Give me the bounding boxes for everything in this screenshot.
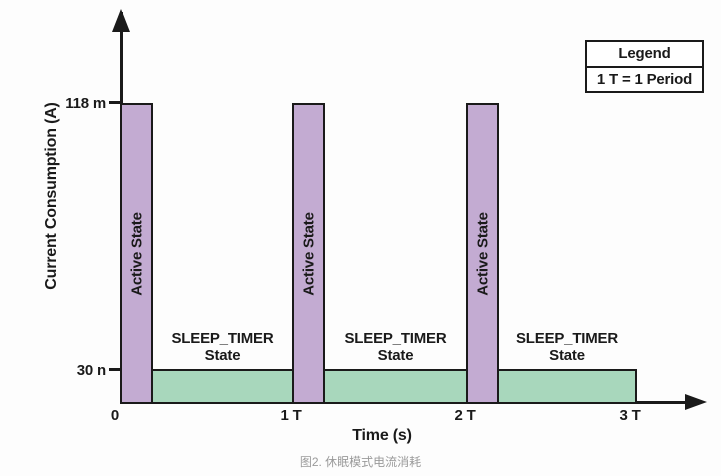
sleep-timer-label-line2: State (377, 347, 414, 364)
sleep-timer-label-line1: SLEEP_TIMER (344, 330, 447, 347)
sleep-timer-label-line2: State (204, 347, 241, 364)
y-axis-title: Current Consumption (A) (43, 102, 60, 290)
y-tick-label-30n: 30 n (76, 362, 106, 379)
sleep-timer-bar-1 (151, 369, 294, 404)
sleep-timer-label-line1: SLEEP_TIMER (516, 330, 618, 347)
legend-box: Legend 1 T = 1 Period (585, 40, 704, 93)
active-state-bar-1: Active State (120, 103, 153, 404)
active-state-bar-label: Active State (128, 211, 145, 296)
sleep-timer-bar-2 (323, 369, 468, 404)
y-tick-label-118m: 118 m (65, 95, 106, 112)
active-state-bar-label: Active State (300, 211, 317, 296)
legend-title: Legend (587, 42, 702, 68)
legend-entry-period: 1 T = 1 Period (596, 71, 693, 88)
x-tick-label-1t: 1 T (280, 407, 302, 424)
x-axis-arrow-icon (685, 394, 707, 410)
sleep-timer-bar-3 (497, 369, 637, 404)
y-axis-arrow-icon (112, 9, 130, 32)
sleep-timer-label-2: SLEEP_TIMER State (323, 330, 468, 364)
x-tick-label-2t: 2 T (454, 407, 476, 424)
x-tick-label-3t: 3 T (619, 407, 641, 424)
active-state-bar-label: Active State (474, 211, 491, 296)
active-state-bar-3: Active State (466, 103, 499, 404)
active-state-bar-2: Active State (292, 103, 325, 404)
sleep-timer-label-line2: State (549, 347, 585, 364)
x-tick-label-0: 0 (110, 407, 120, 424)
sleep-timer-label-3: SLEEP_TIMER State (497, 330, 637, 364)
y-tick-mark-30n (109, 368, 121, 371)
x-axis-title: Time (s) (352, 427, 412, 444)
sleep-timer-label-line1: SLEEP_TIMER (171, 330, 274, 347)
y-tick-mark-118m (109, 101, 121, 104)
figure-caption: 图2. 休眠模式电流消耗 (299, 455, 422, 469)
sleep-timer-label-1: SLEEP_TIMER State (151, 330, 294, 364)
